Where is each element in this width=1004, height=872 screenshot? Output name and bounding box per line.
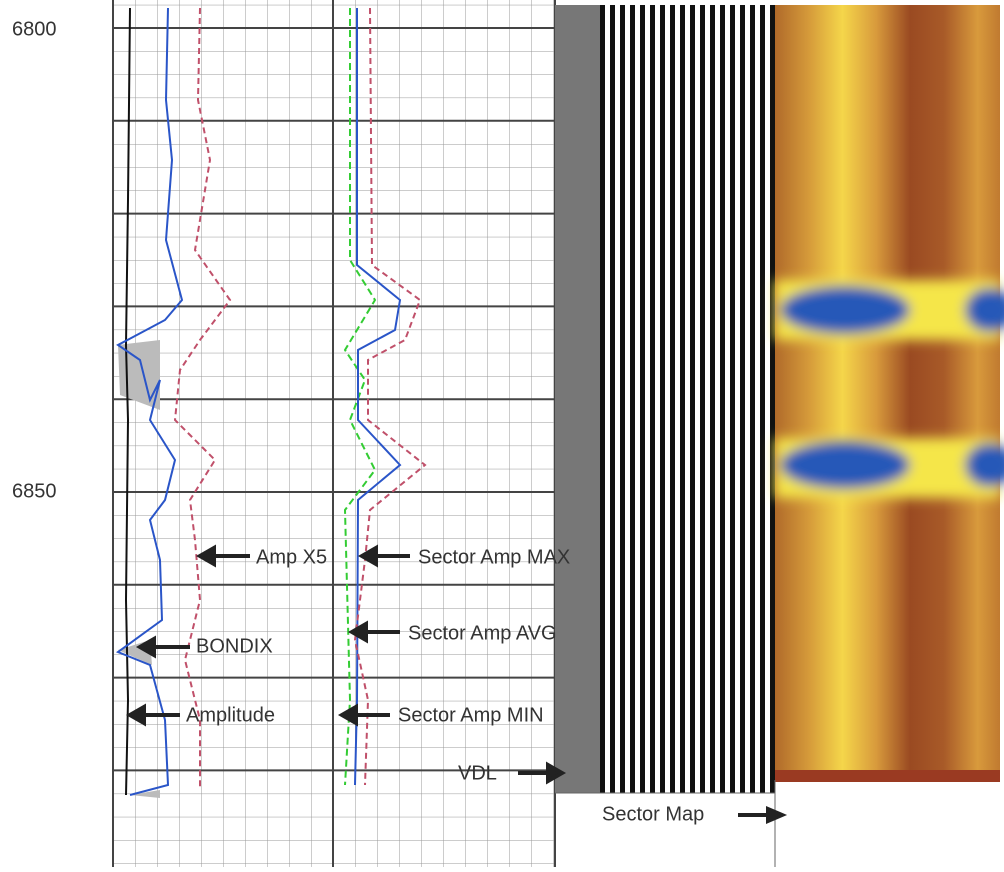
annotation: Sector Amp MIN (398, 704, 544, 726)
amp-x5-curve (173, 7, 232, 790)
bondix-shade (118, 340, 160, 798)
bondix-curve (115, 7, 184, 796)
annotation: Amp X5 (256, 546, 327, 568)
depth-label: 6800 (12, 18, 57, 40)
annotation: Sector Map (602, 803, 704, 825)
annotation: Sector Amp AVG (408, 622, 557, 644)
sector-amp-avg-curve (354, 8, 402, 786)
sector-map (775, 5, 1000, 780)
depth-label: 6850 (12, 480, 57, 502)
annotation: Amplitude (186, 704, 275, 726)
vdl-stripes (600, 5, 775, 793)
sector-map-anomalies (775, 280, 1004, 498)
sector-amp-max-curve (353, 7, 427, 786)
arrows (125, 544, 788, 825)
annotation: BONDIX (196, 635, 273, 657)
vdl-gray (555, 5, 600, 793)
sector-map-base (775, 770, 1000, 782)
annotation: VDL (458, 762, 497, 784)
panel-borders (555, 780, 776, 867)
amplitude-curve (124, 7, 131, 796)
sector-amp-min-curve (343, 8, 377, 786)
annotation: Sector Amp MAX (418, 546, 570, 568)
